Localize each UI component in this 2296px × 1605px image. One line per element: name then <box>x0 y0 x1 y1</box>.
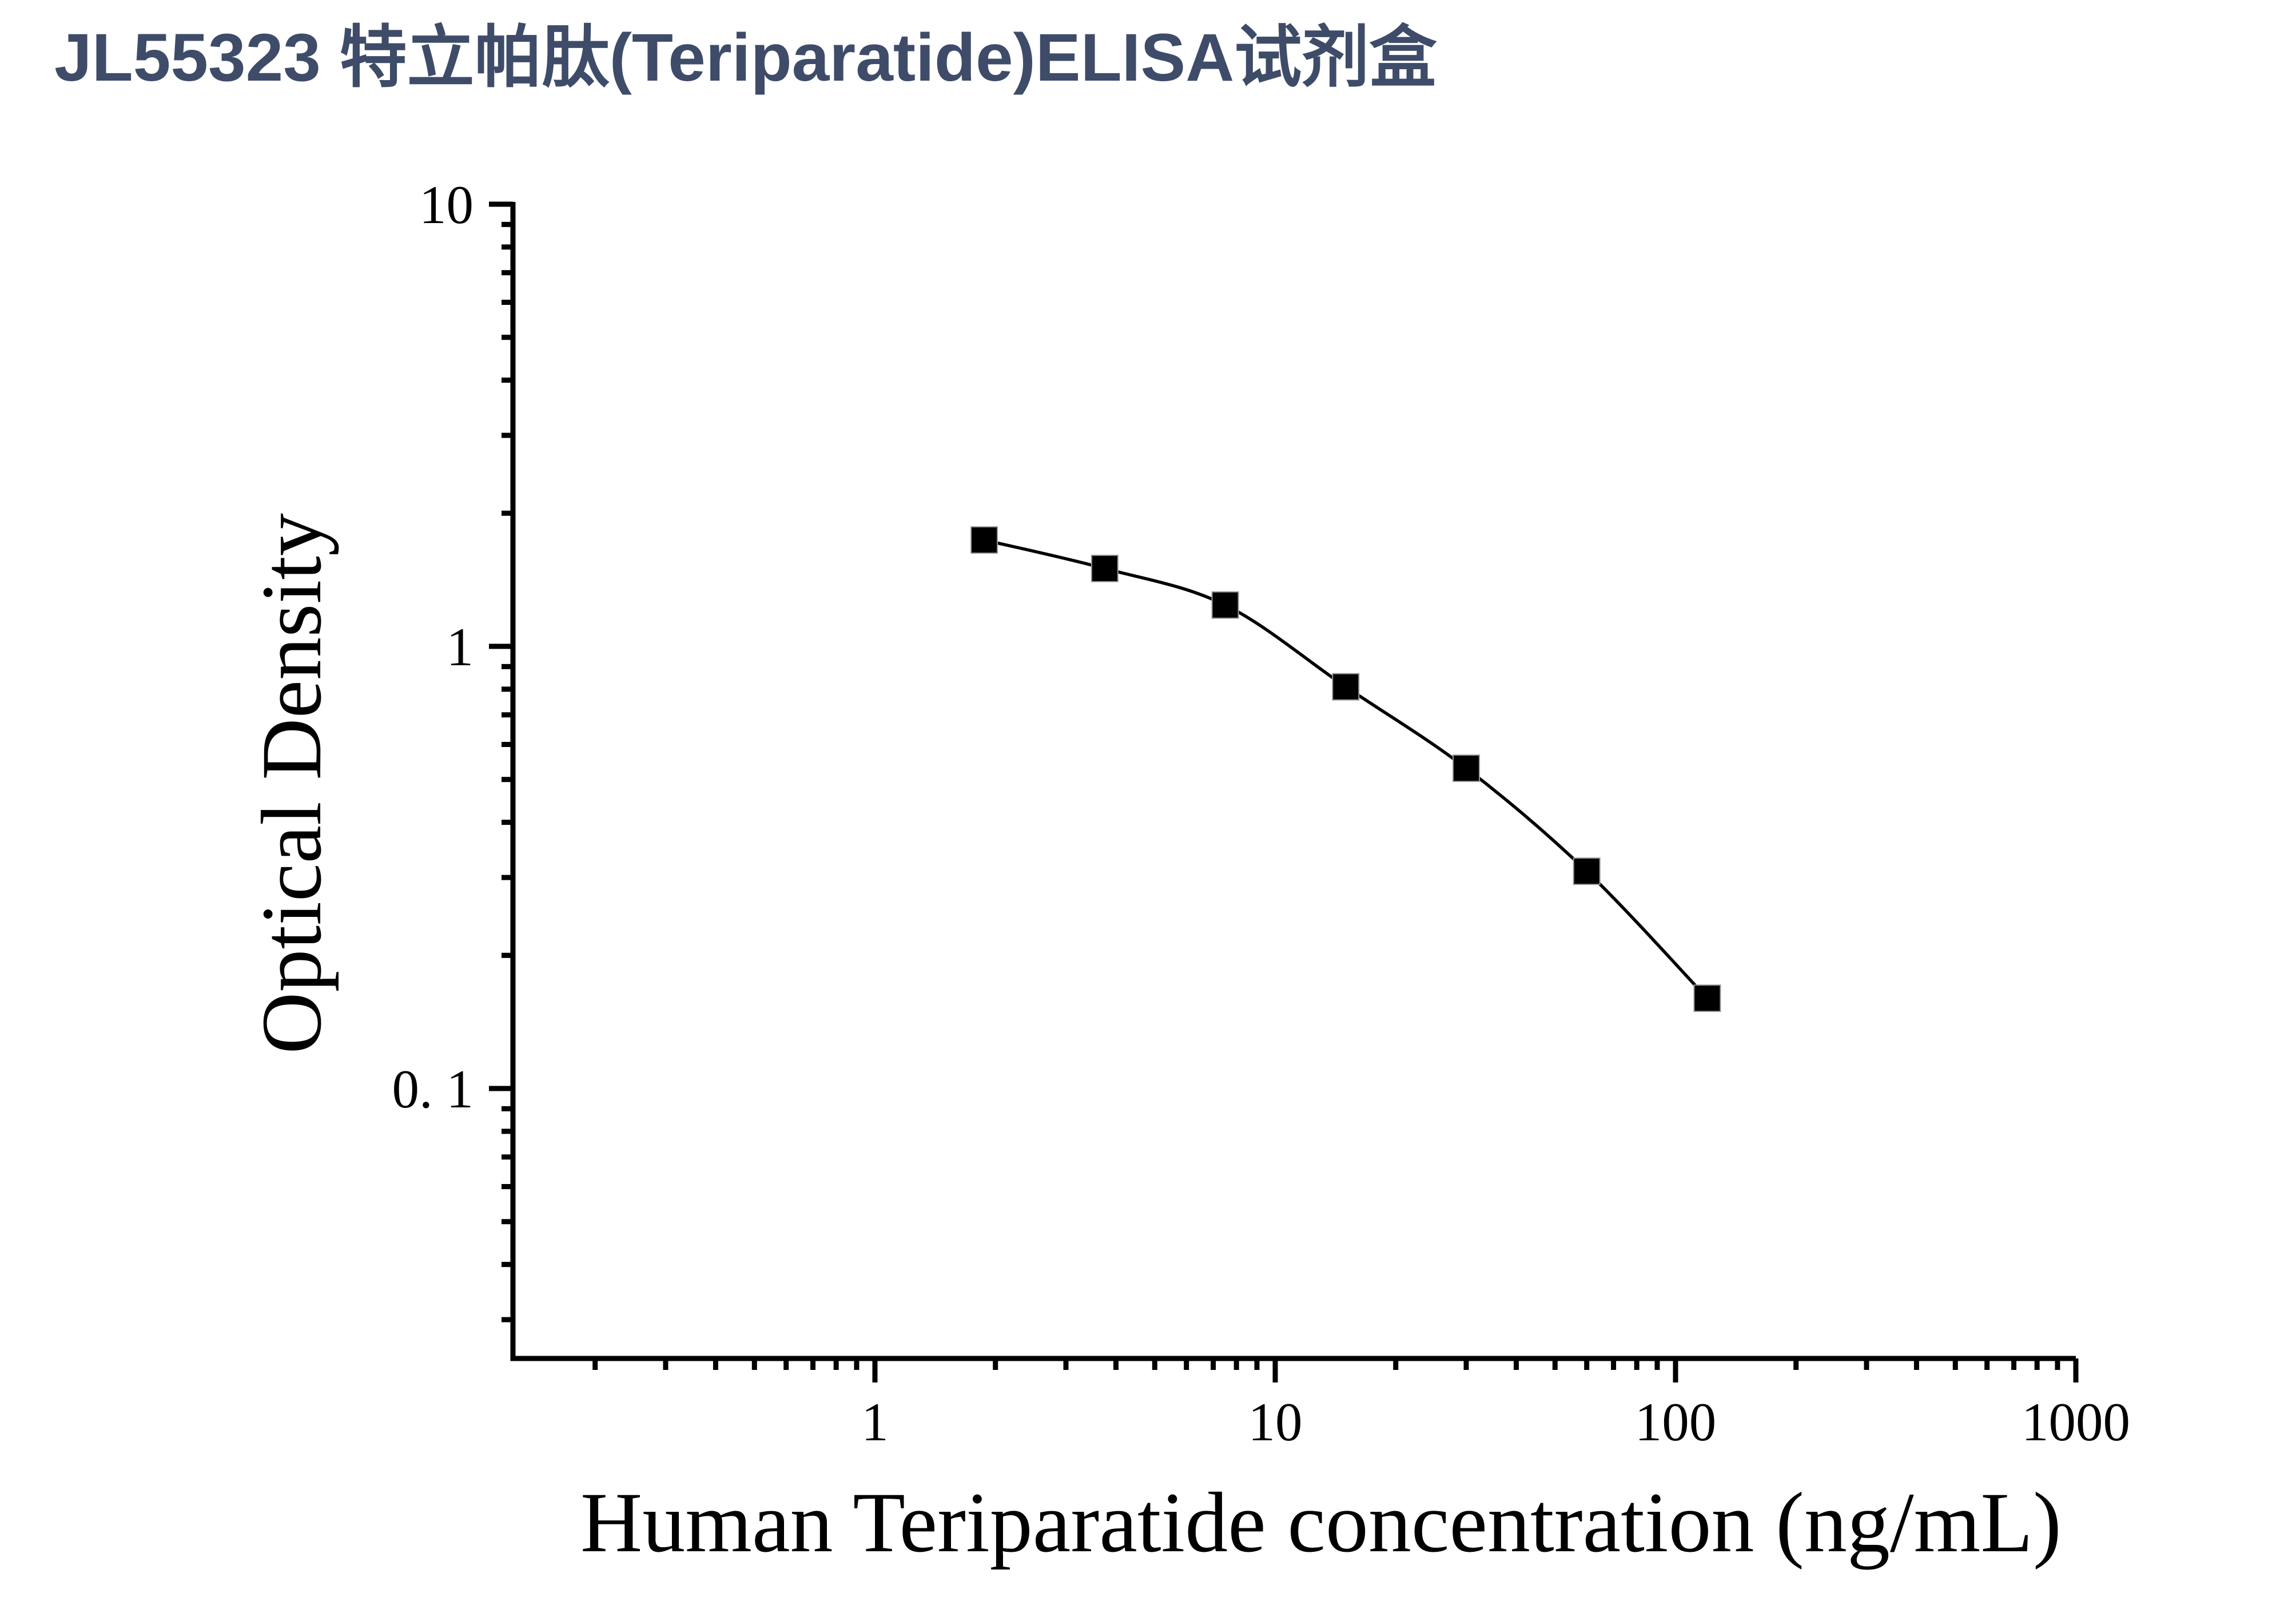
x-tick-label: 1 <box>861 1392 889 1452</box>
x-axis-title: Human Teriparatide concentration (ng/mL) <box>580 1475 2062 1570</box>
x-tick-label: 10 <box>1248 1392 1303 1452</box>
y-tick-label: 1 <box>447 617 474 677</box>
data-point-marker <box>1693 984 1721 1012</box>
y-tick-label: 0. 1 <box>392 1059 474 1119</box>
data-point-marker <box>970 526 998 554</box>
page-title: JL55323 特立帕肽(Teriparatide)ELISA试剂盒 <box>54 20 1437 96</box>
y-axis-title: Optical Density <box>244 513 339 1054</box>
data-point-marker <box>1452 754 1480 782</box>
x-tick-label: 100 <box>1635 1392 1717 1452</box>
data-point-marker <box>1573 857 1601 885</box>
standard-curve-line <box>984 538 1709 1000</box>
data-point-marker <box>1332 673 1360 701</box>
data-point-marker <box>1091 554 1119 582</box>
y-tick-label: 10 <box>419 174 473 235</box>
data-point-marker <box>1211 591 1239 619</box>
x-tick-label: 1000 <box>2022 1392 2130 1452</box>
